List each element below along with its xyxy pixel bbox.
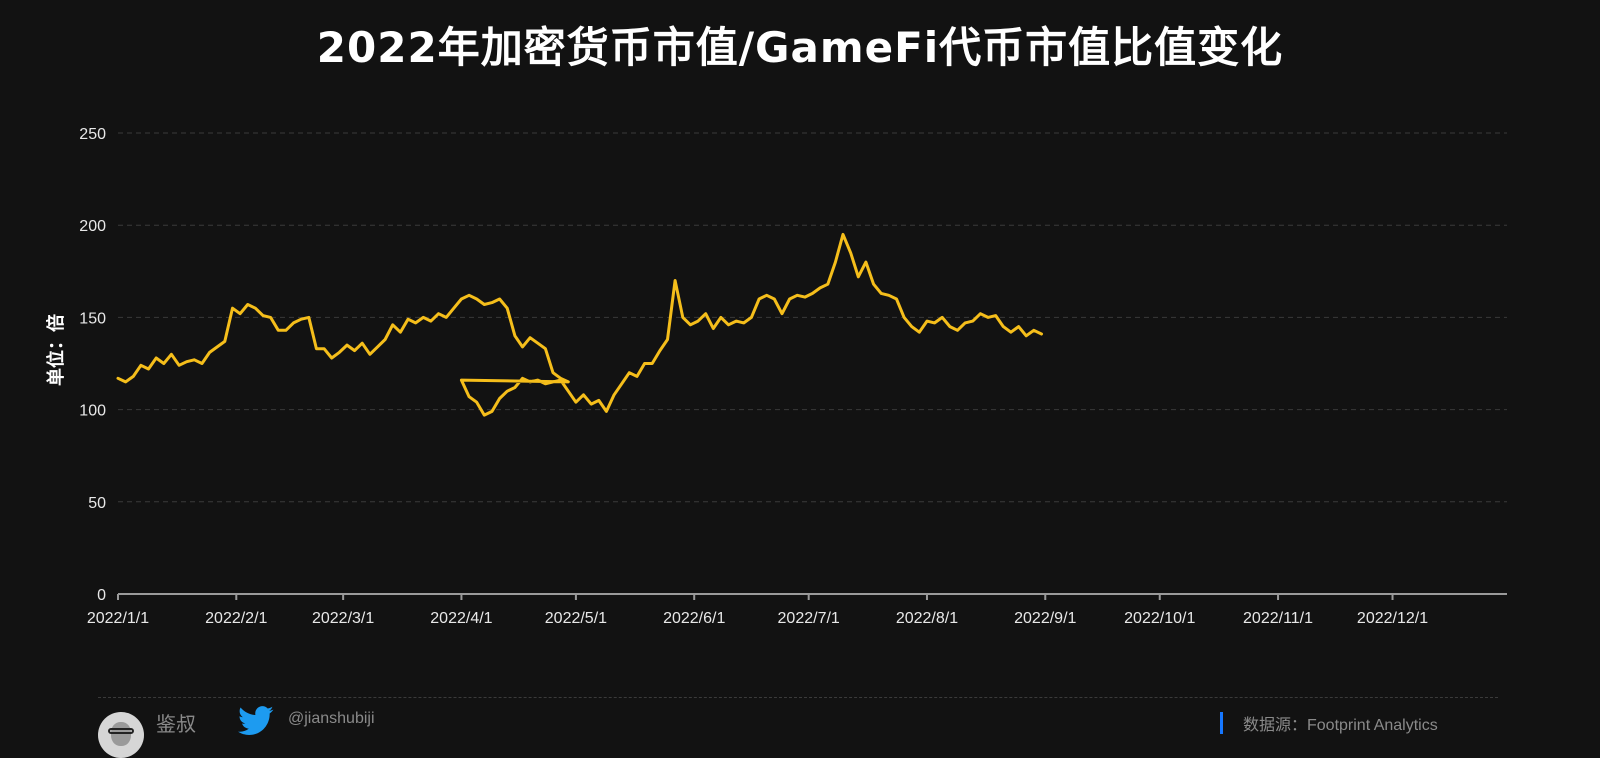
x-tick-label: 2022/2/1	[205, 610, 267, 627]
twitter-icon	[238, 706, 274, 735]
grid-layer	[118, 132, 1507, 503]
series-line	[116, 232, 1043, 417]
series-layer	[116, 232, 1043, 417]
x-tick-label: 2022/8/1	[896, 610, 958, 627]
x-tick-label: 2022/12/1	[1357, 610, 1428, 627]
x-tick-label: 2022/5/1	[545, 610, 607, 627]
y-tick-label: 100	[79, 403, 106, 420]
x-tick-label: 2022/3/1	[312, 610, 374, 627]
footer-divider	[98, 697, 1498, 698]
data-source: 数据源：Footprint Analytics	[1243, 717, 1438, 734]
chart-title: 2022年加密货币市值/GameFi代币市值比值变化	[316, 23, 1284, 72]
axis-layer: 0 50 100 150 200 250 2022/1/1 2022/2/1 2022/3/1 2…	[79, 126, 1507, 627]
x-tick-label: 2022/4/1	[430, 610, 492, 627]
avatar-face	[111, 722, 131, 746]
x-tick-label: 2022/11/1	[1243, 610, 1313, 627]
y-axis-label: 单位：倍	[45, 314, 67, 386]
footer: 鉴叔 @jianshubiji 数据源：Footprint Analytics	[0, 700, 1600, 758]
y-tick-label: 200	[79, 218, 106, 235]
y-tick-label: 50	[88, 495, 106, 512]
x-tick-label: 2022/9/1	[1014, 610, 1076, 627]
x-tick-label: 2022/1/1	[87, 610, 149, 627]
avatar-glasses	[108, 728, 134, 734]
y-tick-label: 250	[79, 126, 106, 143]
author-name: 鉴叔	[156, 712, 196, 736]
line-chart: 0 50 100 150 200 250 2022/1/1 2022/2/1 2022/3/1 2…	[45, 126, 1507, 627]
y-tick-label: 0	[97, 587, 106, 604]
x-tick-label: 2022/10/1	[1124, 610, 1195, 627]
x-tick-label: 2022/7/1	[778, 610, 840, 627]
x-tick-label: 2022/6/1	[663, 610, 725, 627]
author-avatar	[98, 712, 144, 758]
y-tick-label: 150	[79, 310, 106, 327]
source-accent-bar	[1220, 712, 1223, 734]
twitter-handle[interactable]: @jianshubiji	[288, 710, 375, 727]
